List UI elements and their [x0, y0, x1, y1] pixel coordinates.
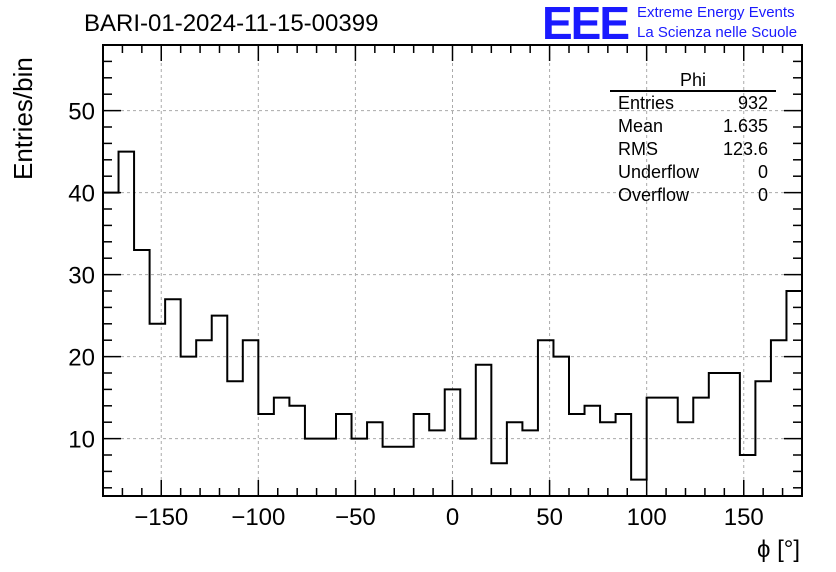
histogram-step-line	[103, 150, 803, 481]
logo-subtitle-line2: La Scienza nelle Scuole	[637, 24, 798, 41]
x-tick-label: 0	[446, 504, 459, 531]
y-tick-label: 30	[68, 263, 95, 290]
grid-lines	[103, 45, 802, 496]
stats-value: 0	[757, 185, 768, 205]
stats-value: 932	[737, 93, 768, 113]
y-tick-label: 20	[68, 345, 95, 372]
x-tick-label: −150	[134, 504, 188, 531]
stats-row-entries: Entries 932	[610, 92, 776, 115]
chart-title: BARI-01-2024-11-15-00399	[84, 10, 379, 37]
stats-label: Entries	[618, 93, 675, 113]
y-tick-label: 40	[68, 181, 95, 208]
x-tick-labels: −150 −100 −50 0 50 100 150	[134, 504, 764, 531]
stats-row-mean: Mean 1.635	[610, 115, 776, 138]
stats-label: RMS	[618, 139, 658, 159]
eee-logo: EEE	[542, 0, 630, 49]
stats-title: Phi	[610, 70, 776, 92]
x-tick-label: 100	[627, 504, 667, 531]
stats-value: 0	[757, 162, 768, 182]
axis-ticks	[102, 44, 803, 496]
y-tick-label: 10	[68, 427, 95, 454]
x-axis-label: ϕ [°]	[757, 536, 800, 563]
y-axis-label: Entries/bin	[8, 57, 38, 180]
stats-label: Mean	[618, 116, 664, 136]
stats-box: Phi Entries 932 Mean 1.635 RMS 123.6 Und…	[610, 70, 776, 207]
stats-value: 123.6	[722, 139, 768, 159]
x-tick-label: −50	[335, 504, 376, 531]
x-tick-label: −100	[231, 504, 285, 531]
logo-subtitle-line1: Extreme Energy Events	[637, 4, 795, 21]
stats-label: Overflow	[618, 185, 690, 205]
stats-value: 1.635	[722, 116, 768, 136]
y-tick-label: 50	[68, 99, 95, 126]
stats-row-underflow: Underflow 0	[610, 161, 776, 184]
x-tick-label: 150	[724, 504, 764, 531]
stats-row-rms: RMS 123.6	[610, 138, 776, 161]
x-tick-label: 50	[536, 504, 563, 531]
stats-row-overflow: Overflow 0	[610, 184, 776, 207]
y-tick-labels: 10 20 30 40 50	[68, 99, 95, 454]
stats-label: Underflow	[618, 162, 700, 182]
